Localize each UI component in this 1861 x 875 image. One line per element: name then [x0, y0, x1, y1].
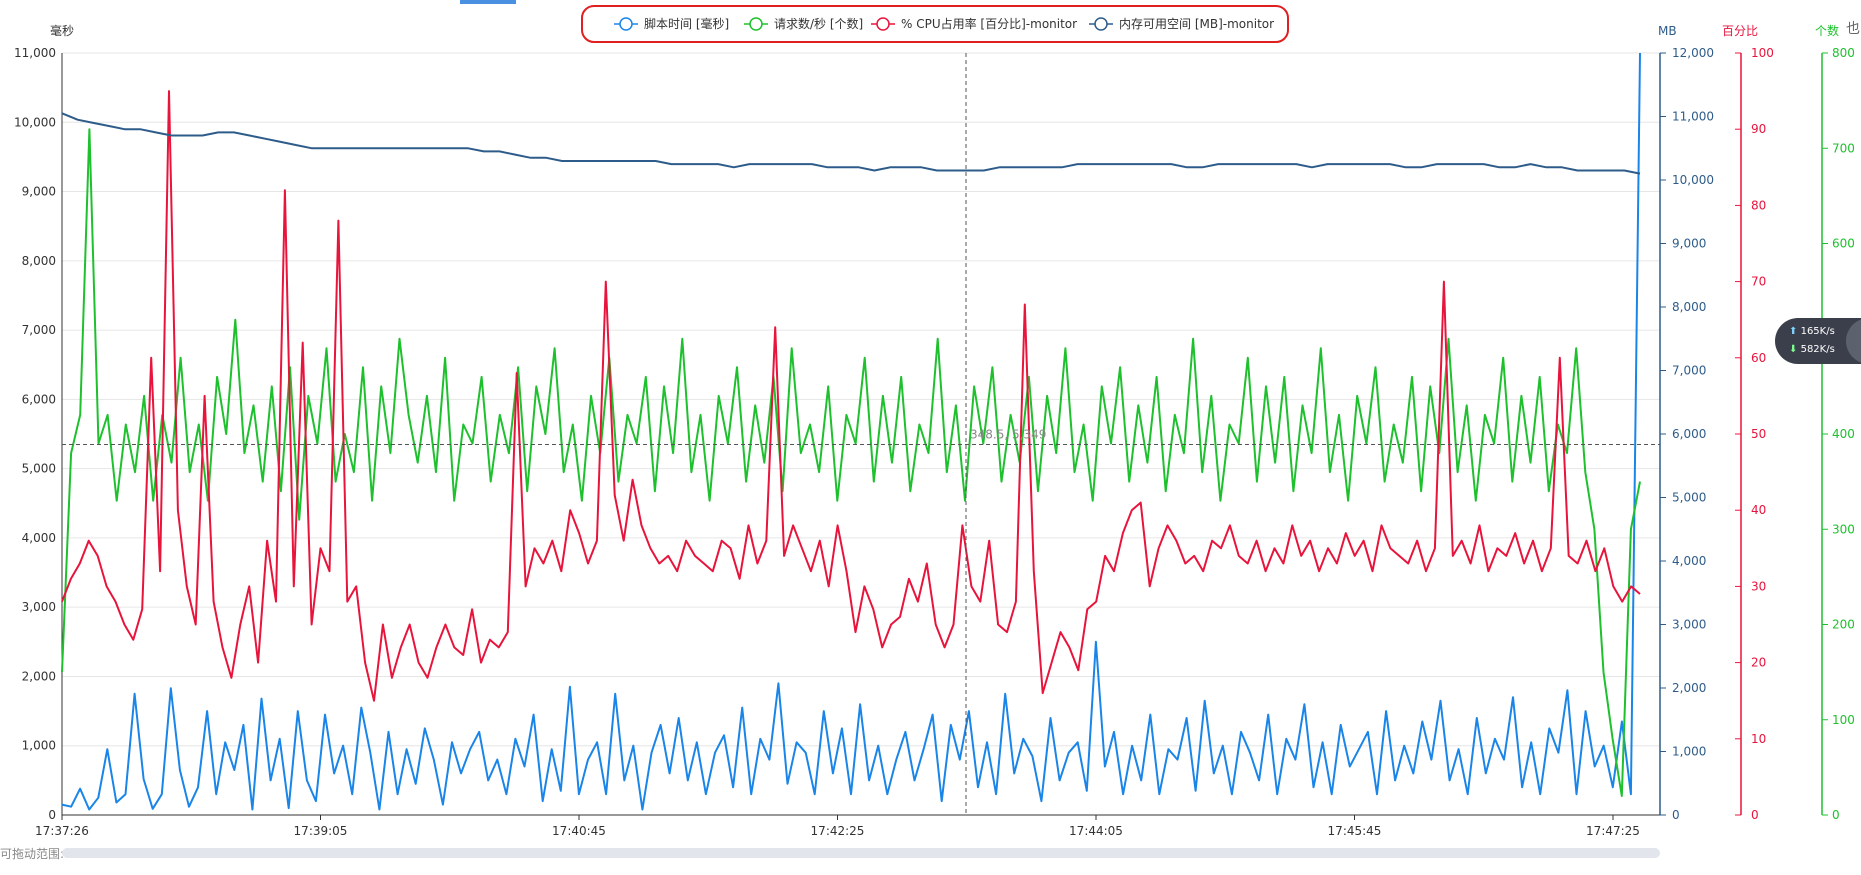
count-tick-label: 200 [1832, 618, 1855, 632]
mb-tick-label: 11,000 [1672, 110, 1714, 124]
network-speed-widget[interactable]: ⬆ 165K/s ⬇ 582K/s 3 [1775, 318, 1861, 364]
left-tick-label: 2,000 [22, 669, 56, 683]
net-badge[interactable]: 3 [1846, 318, 1861, 364]
left-tick-label: 3,000 [22, 600, 56, 614]
x-tick-label: 17:45:45 [1328, 824, 1382, 838]
net-down-value: 582K/s [1800, 344, 1835, 355]
series-line-3 [61, 112, 1641, 175]
mb-tick-label: 5,000 [1672, 491, 1706, 505]
count-tick-label: 0 [1832, 808, 1840, 822]
left-tick-label: 11,000 [14, 46, 56, 60]
series-line-2 [61, 90, 1641, 702]
left-tick-label: 6,000 [22, 392, 56, 406]
count-tick-label: 700 [1832, 141, 1855, 155]
legend-item-label: 脚本时间 [毫秒] [644, 16, 729, 31]
legend-marker-circle [1094, 17, 1108, 31]
pct-tick-label: 70 [1751, 275, 1766, 289]
pct-tick-label: 10 [1751, 732, 1766, 746]
mb-tick-label: 6,000 [1672, 427, 1706, 441]
pct-tick-label: 30 [1751, 579, 1766, 593]
crosshair-group: 348.5, 5,349 [62, 53, 1660, 815]
x-tick-label: 17:42:25 [811, 824, 865, 838]
mb-tick-label: 8,000 [1672, 300, 1706, 314]
mb-tick-label: 10,000 [1672, 173, 1714, 187]
left-tick-label: 0 [48, 808, 56, 822]
pct-tick-label: 0 [1751, 808, 1759, 822]
mb-tick-label: 1,000 [1672, 745, 1706, 759]
net-up-value: 165K/s [1800, 326, 1835, 337]
mb-tick-label: 4,000 [1672, 554, 1706, 568]
mb-tick-label: 7,000 [1672, 364, 1706, 378]
pct-tick-label: 80 [1751, 198, 1766, 212]
mb-tick-label: 0 [1672, 808, 1680, 822]
mb-axis-unit: MB [1658, 24, 1677, 38]
count-tick-label: 800 [1832, 46, 1855, 60]
pct-axis-unit: 百分比 [1722, 24, 1758, 38]
left-tick-label: 4,000 [22, 531, 56, 545]
count-tick-label: 600 [1832, 237, 1855, 251]
series-group [61, 52, 1641, 811]
net-down-row: ⬇ 582K/s [1789, 344, 1835, 355]
legend-frame [581, 5, 1289, 43]
legend-marker-circle [749, 17, 763, 31]
legend-marker-circle [876, 17, 890, 31]
left-tick-label: 7,000 [22, 323, 56, 337]
upload-arrow-icon: ⬆ [1789, 326, 1798, 337]
left-tick-label: 10,000 [14, 115, 56, 129]
x-tick-label: 17:40:45 [552, 824, 606, 838]
legend-item-label: % CPU占用率 [百分比]-monitor [901, 16, 1077, 31]
pct-tick-label: 40 [1751, 503, 1766, 517]
series-line-0 [61, 52, 1641, 811]
mb-tick-label: 12,000 [1672, 46, 1714, 60]
count-axis-unit: 个数 [1815, 23, 1839, 38]
legend-marker-circle [619, 17, 633, 31]
x-tick-label: 17:39:05 [294, 824, 348, 838]
x-tick-label: 17:37:26 [35, 824, 89, 838]
left-tick-label: 1,000 [22, 739, 56, 753]
top-tab-indicator [460, 0, 516, 4]
count-tick-label: 300 [1832, 522, 1855, 536]
corner-glyph: 也 [1846, 21, 1860, 37]
mb-tick-label: 9,000 [1672, 237, 1706, 251]
mb-tick-label: 3,000 [1672, 618, 1706, 632]
pct-tick-label: 20 [1751, 656, 1766, 670]
count-tick-label: 400 [1832, 427, 1855, 441]
left-tick-label: 9,000 [22, 185, 56, 199]
axes-group: 0 1,000 2,000 3,000 4,000 5,000 6,000 7,000 8,00… [14, 23, 1855, 838]
net-up-row: ⬆ 165K/s [1789, 326, 1835, 337]
legend-box[interactable]: 脚本时间 [毫秒] 请求数/秒 [个数] % CPU占用率 [百分比]-monito… [581, 5, 1289, 43]
download-arrow-icon: ⬇ [1789, 344, 1798, 355]
pct-tick-label: 50 [1751, 427, 1766, 441]
series-line-1 [61, 128, 1641, 797]
x-tick-label: 17:44:05 [1069, 824, 1123, 838]
pct-tick-label: 90 [1751, 122, 1766, 136]
pct-tick-label: 60 [1751, 351, 1766, 365]
mb-tick-label: 2,000 [1672, 681, 1706, 695]
left-tick-label: 5,000 [22, 462, 56, 476]
pct-tick-label: 100 [1751, 46, 1774, 60]
x-tick-label: 17:47:25 [1586, 824, 1640, 838]
slider-label: 可拖动范围: [0, 847, 65, 861]
legend-item-label: 内存可用空间 [MB]-monitor [1119, 17, 1274, 31]
left-axis-unit: 毫秒 [50, 23, 74, 38]
range-slider[interactable] [62, 848, 1660, 858]
crosshair-label: 348.5, 5,349 [970, 427, 1046, 441]
legend-item-label: 请求数/秒 [个数] [774, 16, 863, 31]
left-tick-label: 8,000 [22, 254, 56, 268]
count-tick-label: 100 [1832, 713, 1855, 727]
